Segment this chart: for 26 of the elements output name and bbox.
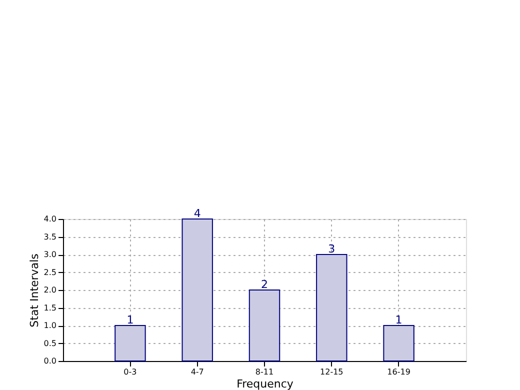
x-axis-title: Frequency — [236, 378, 294, 390]
y-tick-label: 1.0 — [44, 321, 56, 330]
bar — [248, 290, 280, 362]
x-tick-label: 4-7 — [190, 368, 204, 376]
data-label: 4 — [194, 207, 201, 220]
y-axis-title: Stat Intervals — [28, 253, 41, 328]
y-tick-label: 0.0 — [44, 356, 56, 366]
data-label: 1 — [395, 314, 402, 326]
x-tick-label: 0-3 — [124, 368, 137, 376]
bar — [316, 254, 348, 362]
y-tick-label: 1.5 — [44, 303, 56, 312]
x-tick-label: 16-19 — [387, 368, 410, 376]
y-tick-label: 2.0 — [44, 286, 56, 294]
data-label: 3 — [328, 242, 336, 256]
x-tick-label: 12-15 — [320, 368, 344, 376]
y-tick-label: 3.0 — [44, 250, 56, 259]
x-tick-label: 8-11 — [255, 368, 274, 376]
data-label: 1 — [126, 314, 134, 326]
bar — [182, 218, 213, 362]
data-label: 2 — [261, 278, 268, 291]
y-tick-label: 0.5 — [44, 338, 56, 348]
y-tick-label: 2.5 — [44, 268, 56, 277]
bar — [383, 325, 414, 362]
y-tick-label: 3.5 — [44, 232, 56, 242]
bar — [114, 325, 146, 362]
y-tick-label: 4.0 — [44, 214, 56, 224]
